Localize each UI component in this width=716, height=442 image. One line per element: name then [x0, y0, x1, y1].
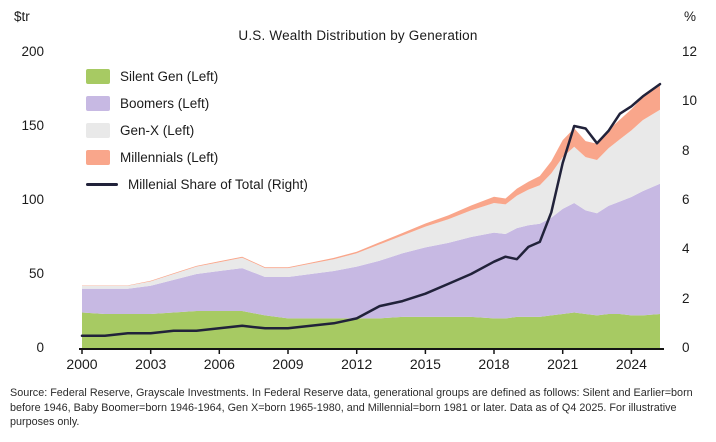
x-axis-tick-label: 2024 — [615, 356, 647, 372]
chart-title: U.S. Wealth Distribution by Generation — [238, 28, 478, 43]
legend-label: Silent Gen (Left) — [120, 69, 219, 84]
x-axis-tick-label: 2018 — [478, 356, 510, 372]
right-axis-tick-labels: 0 2 4 6 8 10 12 — [682, 0, 716, 375]
legend-item: Millennials (Left) — [86, 144, 308, 171]
left-axis-tick-label: 150 — [21, 118, 44, 133]
right-axis-tick-label: 6 — [682, 192, 690, 207]
right-axis-tick-label: 10 — [682, 93, 698, 109]
legend-item: Silent Gen (Left) — [86, 63, 308, 90]
legend-item: Boomers (Left) — [86, 90, 308, 117]
x-axis-tick-label: 2021 — [547, 356, 579, 372]
right-axis-tick-label: 0 — [682, 340, 690, 355]
area-series-gen-x — [82, 109, 660, 289]
legend-color-swatch — [86, 69, 110, 84]
left-axis-tick-label: 0 — [36, 340, 44, 355]
left-axis-tick-label: 200 — [21, 44, 44, 59]
x-axis-tick-label: 2015 — [409, 356, 441, 372]
left-axis-tick-label: 100 — [21, 192, 44, 207]
x-axis-tick-label: 2000 — [66, 356, 98, 372]
legend-color-swatch — [86, 96, 110, 111]
legend-line-swatch — [86, 183, 118, 186]
legend-item: Millenial Share of Total (Right) — [86, 171, 308, 198]
right-axis-tick-label: 12 — [682, 44, 698, 59]
right-axis-tick-label: 2 — [682, 290, 690, 306]
left-axis-tick-labels: 0 50 100 150 200 — [0, 0, 46, 375]
plot-area — [79, 82, 664, 354]
area-series-boomers — [82, 183, 660, 319]
area-series-silent-gen — [82, 311, 660, 348]
legend-color-swatch — [86, 150, 110, 165]
x-axis-tick-label: 2003 — [135, 356, 167, 372]
left-axis-tick-label: 50 — [28, 266, 44, 281]
legend-item: Gen-X (Left) — [86, 117, 308, 144]
legend-color-swatch — [86, 123, 110, 138]
x-axis-tick-label: 2012 — [341, 356, 373, 372]
legend-label: Boomers (Left) — [120, 96, 210, 111]
left-axis-unit: $tr — [14, 9, 30, 24]
x-axis-tick-label: 2006 — [203, 356, 235, 372]
right-axis-tick-label: 4 — [682, 241, 690, 257]
right-axis-unit: % — [684, 9, 697, 24]
right-axis-tick-label: 8 — [682, 142, 690, 158]
legend: Silent Gen (Left) Boomers (Left) Gen-X (Le… — [86, 63, 308, 198]
x-axis-tick-label: 2009 — [272, 356, 304, 372]
legend-label: Millennials (Left) — [120, 150, 219, 165]
line-series-millennial-share — [80, 82, 662, 337]
source-note: Source: Federal Reserve, Grayscale Inves… — [10, 387, 693, 429]
legend-label: Gen-X (Left) — [120, 123, 195, 138]
legend-label: Millenial Share of Total (Right) — [128, 177, 308, 192]
